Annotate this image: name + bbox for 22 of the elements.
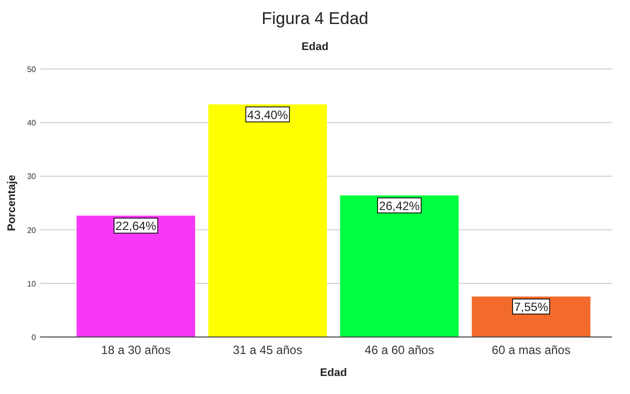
bar [472, 296, 590, 337]
y-axis-title: Porcentaje [6, 174, 18, 232]
chart-subtitle: Edad [302, 41, 328, 53]
y-tick-label: 20 [27, 226, 37, 235]
x-tick-label: 46 a 60 años [364, 343, 434, 357]
x-tick-label: 31 a 45 años [232, 343, 302, 357]
chart-title: Figura 4 Edad [262, 9, 368, 28]
data-label: 7,55% [514, 300, 548, 314]
bar [76, 216, 196, 337]
data-label: 26,42% [379, 198, 420, 213]
y-tick-label: 30 [27, 172, 37, 182]
x-tick-label: 60 a mas años [492, 343, 570, 357]
y-tick-label: 40 [27, 118, 37, 128]
x-axis-title: Edad [320, 367, 347, 379]
y-tick-label: 0 [32, 333, 37, 342]
bar [340, 195, 459, 337]
data-label: 43,40% [247, 108, 288, 122]
bar [208, 104, 327, 337]
x-tick-label: 18 a 30 años [101, 343, 171, 357]
data-label: 22,64% [116, 219, 157, 234]
y-tick-label: 50 [27, 65, 37, 74]
y-tick-label: 10 [27, 279, 37, 288]
